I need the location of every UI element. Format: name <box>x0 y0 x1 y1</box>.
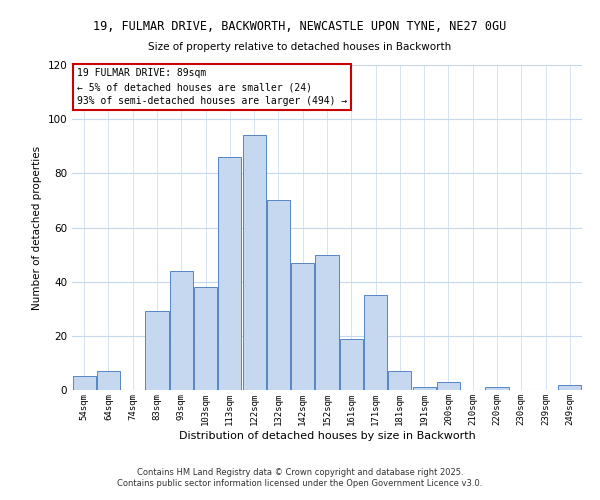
Y-axis label: Number of detached properties: Number of detached properties <box>32 146 42 310</box>
Text: 19 FULMAR DRIVE: 89sqm
← 5% of detached houses are smaller (24)
93% of semi-deta: 19 FULMAR DRIVE: 89sqm ← 5% of detached … <box>77 68 347 106</box>
Bar <box>73 376 95 390</box>
Bar <box>340 338 363 390</box>
Bar <box>291 262 314 390</box>
Bar <box>242 136 266 390</box>
Bar <box>97 371 120 390</box>
Bar <box>413 388 436 390</box>
Bar <box>145 312 169 390</box>
Bar <box>388 371 412 390</box>
Bar <box>364 295 387 390</box>
X-axis label: Distribution of detached houses by size in Backworth: Distribution of detached houses by size … <box>179 430 475 440</box>
Bar <box>194 287 217 390</box>
Bar <box>437 382 460 390</box>
Text: Size of property relative to detached houses in Backworth: Size of property relative to detached ho… <box>148 42 452 52</box>
Bar <box>559 384 581 390</box>
Text: Contains HM Land Registry data © Crown copyright and database right 2025.
Contai: Contains HM Land Registry data © Crown c… <box>118 468 482 487</box>
Text: 19, FULMAR DRIVE, BACKWORTH, NEWCASTLE UPON TYNE, NE27 0GU: 19, FULMAR DRIVE, BACKWORTH, NEWCASTLE U… <box>94 20 506 33</box>
Bar <box>316 254 338 390</box>
Bar <box>485 388 509 390</box>
Bar <box>170 271 193 390</box>
Bar <box>218 157 241 390</box>
Bar <box>267 200 290 390</box>
